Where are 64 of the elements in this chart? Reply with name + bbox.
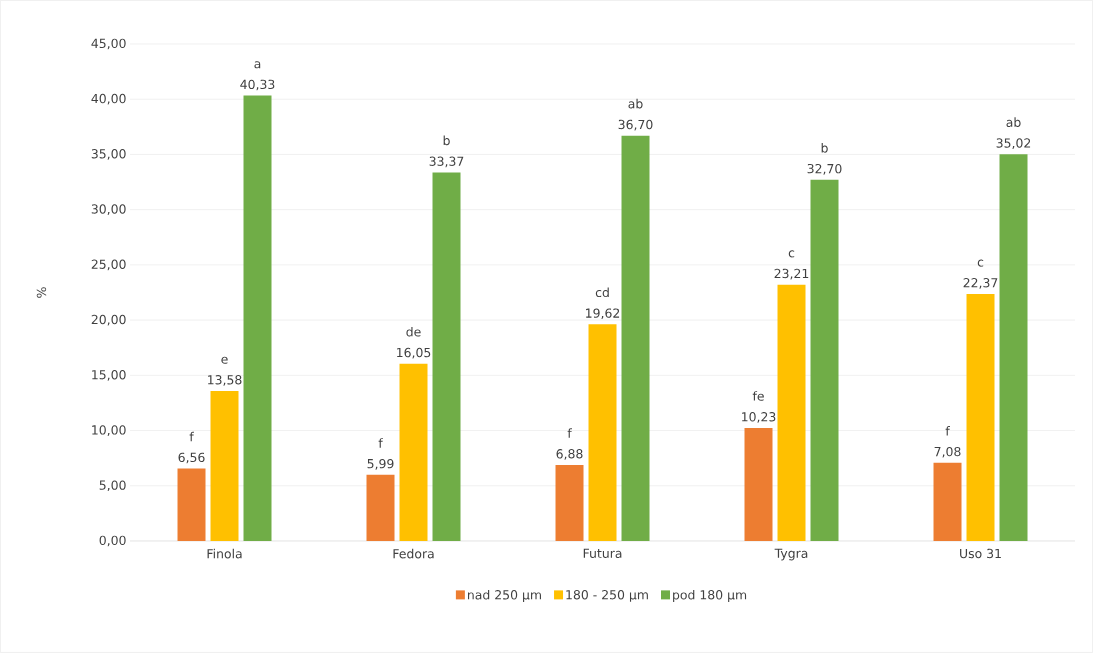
data-label: 16,05	[397, 347, 431, 359]
data-label: 22,37	[963, 278, 998, 289]
bar	[366, 474, 395, 541]
annotation: ab	[628, 98, 643, 109]
annotation: b	[443, 135, 450, 146]
data-label: 13,58	[208, 375, 242, 386]
annotation: b	[821, 142, 828, 153]
bar	[744, 428, 773, 541]
annotation: a	[254, 61, 261, 69]
y-tick-label: 5,00	[99, 480, 126, 492]
annotation: f	[945, 426, 950, 436]
y-tick-label: 15,00	[92, 369, 126, 381]
bar	[810, 179, 839, 541]
legend-label: nad 250 µm	[468, 589, 541, 602]
data-label: 6,88	[556, 449, 583, 460]
bar	[243, 95, 272, 541]
annotation: ab	[1006, 117, 1021, 127]
annotation: f	[189, 431, 194, 442]
bar	[966, 293, 995, 541]
y-tick-label: 45,00	[91, 38, 126, 50]
bar	[999, 154, 1028, 541]
data-label: 6,56	[178, 452, 205, 464]
x-tick-label: Tygra	[774, 548, 808, 561]
data-label: 33,37	[429, 156, 464, 168]
y-axis-title: %	[36, 287, 47, 298]
data-label: 19,62	[586, 308, 620, 320]
bar	[588, 324, 617, 541]
y-tick-label: 35,00	[91, 149, 126, 160]
bar	[777, 284, 806, 541]
x-tick-label: Uso 31	[960, 548, 1001, 559]
data-label: 7,08	[934, 446, 961, 458]
bar	[555, 465, 584, 541]
data-label: 40,33	[240, 79, 275, 91]
annotation: fe	[752, 391, 764, 401]
data-label: 5,99	[367, 458, 394, 470]
data-label: 36,70	[618, 119, 653, 131]
y-tick-label: 10,00	[92, 425, 126, 436]
data-label: 35,02	[996, 138, 1031, 150]
bar	[399, 363, 428, 541]
x-tick-label: Fedora	[393, 548, 434, 559]
y-tick-label: 20,00	[91, 314, 126, 326]
bar	[177, 468, 206, 541]
bar	[933, 462, 962, 541]
y-tick-label: 25,00	[91, 259, 126, 271]
annotation: e	[221, 356, 228, 364]
annotation: f	[378, 438, 383, 448]
data-label: 23,21	[774, 268, 809, 280]
x-tick-label: Finola	[207, 548, 242, 559]
annotation: c	[977, 259, 984, 267]
y-tick-label: 30,00	[91, 204, 126, 215]
data-label: 10,23	[742, 412, 776, 423]
annotation: f	[567, 428, 572, 438]
annotation: cd	[595, 287, 609, 298]
bar	[621, 135, 650, 541]
y-tick-label: 40,00	[91, 93, 126, 105]
y-tick-label: 0,00	[99, 535, 126, 547]
x-tick-label: Futura	[583, 548, 622, 559]
annotation: de	[406, 326, 421, 337]
legend-label: pod 180 µm	[673, 589, 747, 602]
bar	[432, 172, 461, 541]
annotation: c	[788, 250, 795, 258]
data-label: 32,70	[807, 163, 842, 175]
bar	[210, 391, 239, 541]
legend-label: 180 - 250 µm	[566, 590, 648, 602]
